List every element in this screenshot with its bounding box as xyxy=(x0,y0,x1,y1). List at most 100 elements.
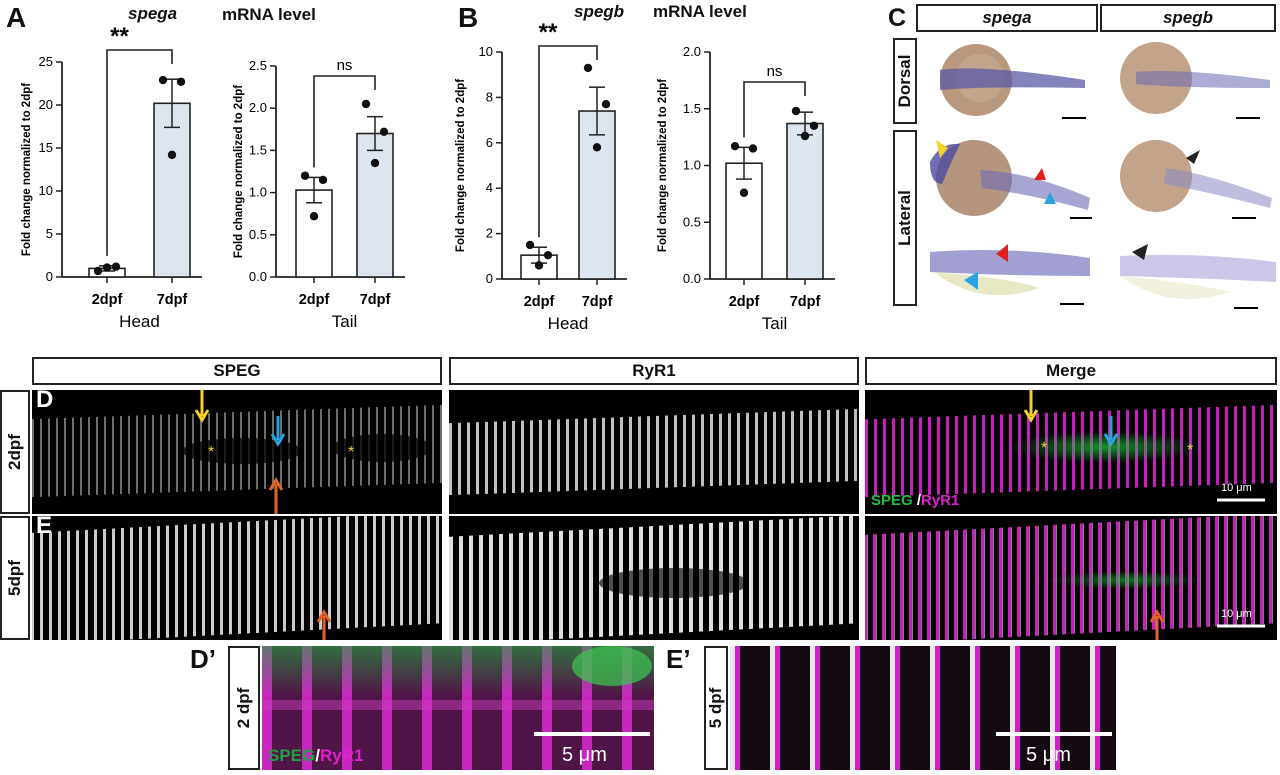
data-point xyxy=(583,63,593,73)
y-tick-label: 25 xyxy=(39,54,53,69)
significance-bracket xyxy=(313,75,376,168)
x-tick-label: 2dpf xyxy=(92,292,123,308)
bar-2dpf xyxy=(725,162,763,280)
significance-label: ns xyxy=(767,63,783,80)
data-point xyxy=(167,150,177,160)
micrograph-speg-2dpf: * * xyxy=(32,390,442,514)
group-label: Head xyxy=(548,314,589,333)
micrograph-ryr1-2dpf xyxy=(449,390,859,514)
inset-merge-5dpf: 5 μm xyxy=(730,646,1116,770)
bar-2dpf xyxy=(295,189,333,278)
data-point xyxy=(158,75,168,85)
inset-merge-2dpf: 5 μm SPEG/RyR1 xyxy=(262,646,654,770)
x-tick-label: 2dpf xyxy=(299,292,330,308)
column-header-ryr1: RyR1 xyxy=(449,357,859,385)
gene-title-spegb: spegb xyxy=(574,2,625,21)
merge-nucleus-marker-2: * xyxy=(1187,442,1194,459)
data-point xyxy=(592,143,602,152)
data-point xyxy=(370,158,380,168)
nucleus-marker-1: * xyxy=(208,444,215,461)
y-tick-label: 1.5 xyxy=(249,142,267,157)
y-tick-label: 2.0 xyxy=(249,100,267,115)
y-tick-label: 20 xyxy=(39,97,53,112)
y-tick-label: 8 xyxy=(486,89,493,104)
y-tick-label: 0.0 xyxy=(683,271,701,286)
data-point xyxy=(361,99,371,109)
panel-label-d-prime: D’ xyxy=(190,644,216,674)
insitu-spega-tail-zoom xyxy=(920,232,1098,318)
gene-title-spega: spega xyxy=(128,4,178,23)
panel-label-c: C xyxy=(888,4,907,32)
column-header-merge: Merge xyxy=(865,357,1277,385)
y-tick-label: 1.0 xyxy=(683,158,701,173)
data-point xyxy=(379,127,389,137)
data-point xyxy=(309,212,319,221)
micrograph-merge-5dpf: 10 μm xyxy=(865,516,1277,640)
insitu-spega-dorsal xyxy=(920,34,1098,126)
y-tick-label: 2.5 xyxy=(249,58,267,73)
y-tick-label: 0 xyxy=(46,269,53,284)
row-label-2dpf: 2dpf xyxy=(0,390,30,514)
y-tick-label: 0 xyxy=(486,271,493,286)
y-tick-label: 15 xyxy=(39,140,53,155)
chart-spega-head: 0 5 10 15 20 25 Fold change normalized to 2dpf… xyxy=(21,23,202,331)
data-point xyxy=(111,262,121,271)
y-tick-label: 0.5 xyxy=(249,227,267,242)
micrograph-ryr1-5dpf xyxy=(449,516,859,640)
panel-label-d: D xyxy=(36,386,54,413)
insitu-column-spega: spega xyxy=(916,4,1098,32)
insitu-spegb-lateral xyxy=(1100,128,1276,226)
y-tick-label: 2.0 xyxy=(683,44,701,59)
significance-bracket xyxy=(538,45,598,238)
micrograph-merge-2dpf: * * SPEG /RyR1 10 μm xyxy=(865,390,1277,514)
insitu-spegb-dorsal xyxy=(1100,34,1276,126)
data-point xyxy=(543,250,553,260)
row-label-5dpf: 5dpf xyxy=(0,516,30,640)
x-tick-label: 7dpf xyxy=(790,294,821,310)
y-tick-label: 1.0 xyxy=(249,185,267,200)
chart-spegb-head: 0 2 4 6 8 10 Fold change normalized to 2dpf 2dp… xyxy=(455,19,627,333)
y-tick-label: 0.0 xyxy=(249,269,267,284)
merge-nucleus-marker-1: * xyxy=(1041,440,1048,457)
data-point xyxy=(93,266,103,276)
data-point xyxy=(809,121,819,130)
data-point xyxy=(534,261,544,270)
data-point xyxy=(800,131,810,141)
y-tick-label: 5 xyxy=(46,226,53,241)
panel-label-a: A xyxy=(6,2,27,33)
significance-label: ** xyxy=(539,19,558,46)
data-point xyxy=(318,175,328,185)
x-tick-label: 2dpf xyxy=(524,294,555,310)
y-tick-label: 10 xyxy=(39,183,53,198)
y-tick-label: 0.5 xyxy=(683,214,701,229)
insitu-column-spegb: spegb xyxy=(1100,4,1276,32)
panel-label-b: B xyxy=(458,2,479,33)
x-tick-label: 7dpf xyxy=(157,292,188,308)
merge-channel-legend: SPEG /RyR1 xyxy=(871,492,960,509)
data-point xyxy=(739,188,749,197)
x-tick-label: 7dpf xyxy=(582,294,613,310)
inset-row-label-5dpf: 5 dpf xyxy=(704,646,728,770)
mrna-title-b: mRNA level xyxy=(653,2,747,21)
y-axis-title: Fold change normalized to 2dpf xyxy=(21,83,33,256)
significance-label: ns xyxy=(337,57,353,74)
inset-row-label-2dpf: 2 dpf xyxy=(228,646,260,770)
y-tick-label: 10 xyxy=(479,44,493,59)
insitu-spegb-tail-zoom xyxy=(1100,232,1276,318)
chart-spegb-tail: 0.0 0.5 1.0 1.5 2.0 Fold change normalized to… xyxy=(657,44,835,333)
y-tick-label: 4 xyxy=(486,180,493,195)
data-point xyxy=(748,144,758,153)
y-axis-title: Fold change normalized to 2dpf xyxy=(455,79,467,252)
chart-spega-tail: 0.0 0.5 1.0 1.5 2.0 2.5 Fold change normalized… xyxy=(233,57,405,331)
panel-label-e-prime: E’ xyxy=(666,644,691,674)
y-tick-label: 2 xyxy=(486,226,493,241)
data-point xyxy=(525,240,535,250)
data-point xyxy=(176,77,186,86)
inset-scale-label-2dpf: 5 μm xyxy=(562,744,607,766)
x-tick-label: 7dpf xyxy=(360,292,391,308)
micrograph-speg-5dpf xyxy=(32,516,442,640)
significance-label: ** xyxy=(110,23,129,50)
significance-bracket xyxy=(106,49,173,256)
group-label: Head xyxy=(119,312,160,331)
mrna-title-a: mRNA level xyxy=(222,5,316,24)
